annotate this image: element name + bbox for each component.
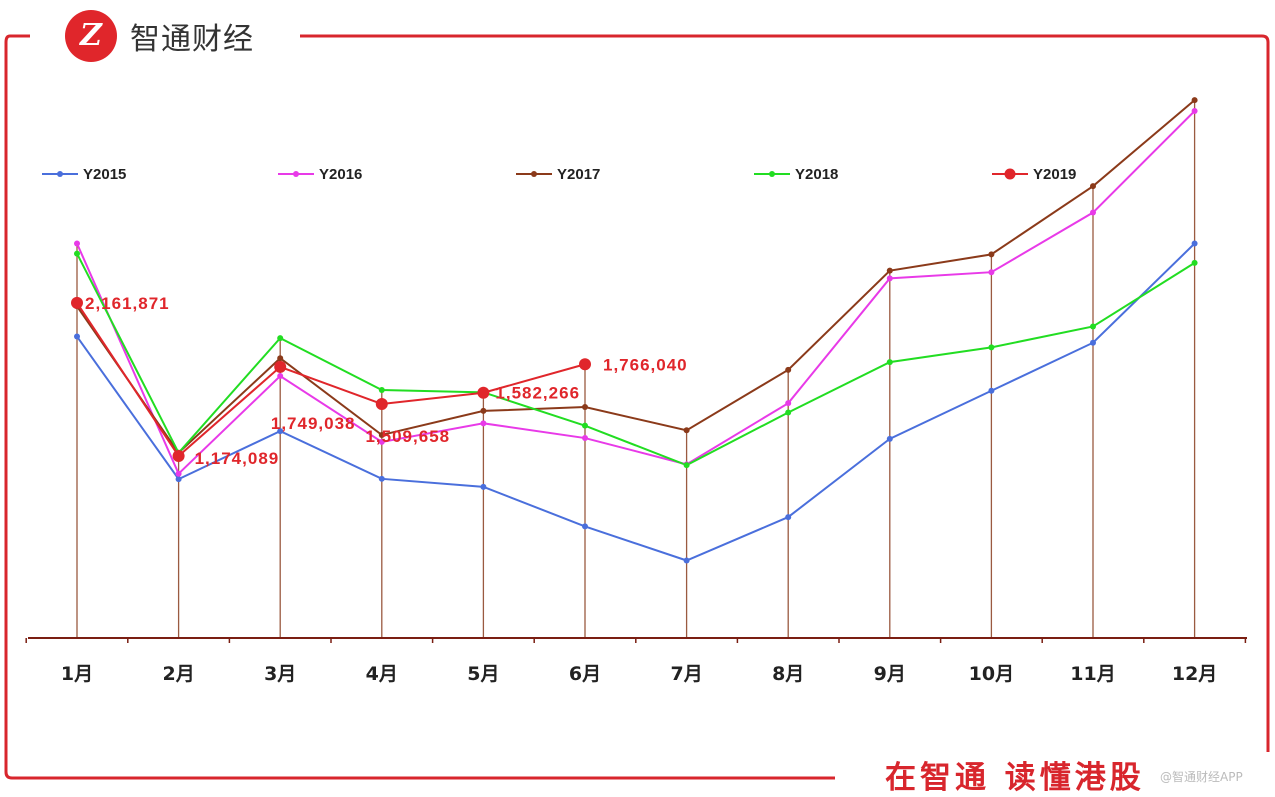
legend-marker: [1004, 168, 1016, 180]
x-tick-label: 7月: [670, 663, 702, 685]
point-y2017: [480, 407, 487, 414]
point-y2015: [1090, 339, 1096, 346]
point-y2017: [683, 427, 690, 434]
point-y2017: [988, 251, 995, 258]
point-y2017: [378, 431, 385, 438]
point-y2016: [886, 275, 893, 282]
point-y2016: [378, 438, 385, 445]
x-tick-label: 1月: [61, 663, 93, 685]
point-y2017: [785, 366, 792, 373]
legend-label: Y2016: [319, 166, 362, 183]
x-tick-label: 10月: [969, 663, 1014, 685]
x-tick-label: 4月: [366, 663, 398, 685]
data-label: 1,509,658: [365, 427, 450, 446]
legend-marker: [57, 171, 63, 177]
point-y2019: [477, 386, 490, 399]
legend-marker: [769, 171, 775, 177]
point-y2019: [375, 398, 388, 411]
point-y2016: [1090, 209, 1096, 216]
point-y2016: [175, 470, 182, 477]
legend-label: Y2015: [83, 166, 126, 183]
legend-marker: [293, 171, 299, 177]
x-tick-label: 8月: [772, 663, 804, 685]
point-y2015: [1191, 240, 1198, 247]
point-y2016: [785, 400, 792, 407]
series-lines: [76, 99, 1196, 562]
drop-lines: [76, 100, 1196, 638]
series-line-y2018: [76, 253, 1196, 467]
x-tick-label: 9月: [874, 663, 906, 685]
watermark: @智通财经APP: [1160, 770, 1243, 784]
x-axis-ticks: [25, 638, 1247, 643]
data-labels: 2,161,871 1,174,089 1,749,038 1,509,658 1,58…: [85, 294, 688, 468]
point-y2019: [579, 358, 591, 371]
point-y2015: [785, 514, 792, 521]
legend-label: Y2018: [795, 166, 838, 183]
point-y2015: [74, 333, 80, 340]
slogan: 在智通 读懂港股: [885, 760, 1145, 796]
point-y2017: [582, 404, 588, 411]
point-y2018: [1090, 323, 1096, 330]
series-line-y2017: [76, 99, 1196, 455]
point-y2015: [277, 428, 284, 435]
x-tick-labels: 1月 2月 3月 4月 5月 6月 7月 8月 9月 10月 11月 12月: [61, 663, 1217, 685]
point-y2018: [683, 462, 690, 469]
point-y2017: [1191, 97, 1198, 104]
point-y2019: [172, 450, 185, 463]
point-y2018: [1191, 259, 1198, 266]
legend: Y2015 Y2016 Y2017 Y2018 Y2019: [42, 166, 1076, 183]
point-y2015: [582, 523, 588, 530]
point-y2016: [988, 269, 995, 276]
legend-label: Y2019: [1033, 166, 1076, 183]
point-y2015: [683, 557, 690, 564]
series-markers: [71, 97, 1198, 564]
point-y2018: [582, 422, 588, 429]
data-label: 1,582,266: [495, 384, 580, 403]
legend-label: Y2017: [557, 166, 600, 183]
x-tick-label: 2月: [162, 663, 194, 685]
series-line-y2019: [76, 302, 586, 458]
point-y2017: [277, 355, 284, 362]
point-y2018: [988, 344, 995, 351]
point-y2016: [582, 435, 588, 442]
data-label: 2,161,871: [85, 294, 170, 313]
series-line-y2016: [76, 110, 1196, 476]
point-y2015: [378, 475, 385, 482]
x-tick-label: 5月: [467, 663, 499, 685]
x-tick-label: 12月: [1172, 663, 1217, 685]
point-y2018: [886, 359, 893, 366]
point-y2018: [785, 409, 792, 416]
x-tick-label: 3月: [264, 663, 296, 685]
x-tick-label: 11月: [1070, 663, 1115, 685]
point-y2019: [274, 360, 287, 373]
data-label: 1,766,040: [603, 355, 688, 374]
point-y2017: [886, 267, 893, 274]
point-y2018: [74, 250, 80, 257]
point-y2015: [480, 483, 487, 490]
point-y2015: [175, 476, 182, 483]
x-tick-label: 6月: [569, 663, 601, 685]
legend-marker: [531, 171, 537, 177]
zhitong-logo-icon: Z: [65, 10, 117, 62]
data-label: 1,174,089: [195, 449, 280, 468]
brand-title: 智通财经: [130, 22, 254, 57]
point-y2016: [480, 420, 487, 427]
point-y2017: [1090, 183, 1096, 190]
point-y2016: [1191, 108, 1198, 114]
series-line-y2015: [76, 242, 1196, 562]
data-label: 1,749,038: [271, 414, 356, 433]
point-y2016: [277, 373, 284, 380]
point-y2015: [988, 387, 995, 394]
point-y2019: [71, 296, 83, 309]
point-y2018: [378, 387, 385, 393]
point-y2016: [74, 240, 80, 247]
point-y2015: [886, 435, 893, 442]
point-y2018: [277, 335, 284, 342]
